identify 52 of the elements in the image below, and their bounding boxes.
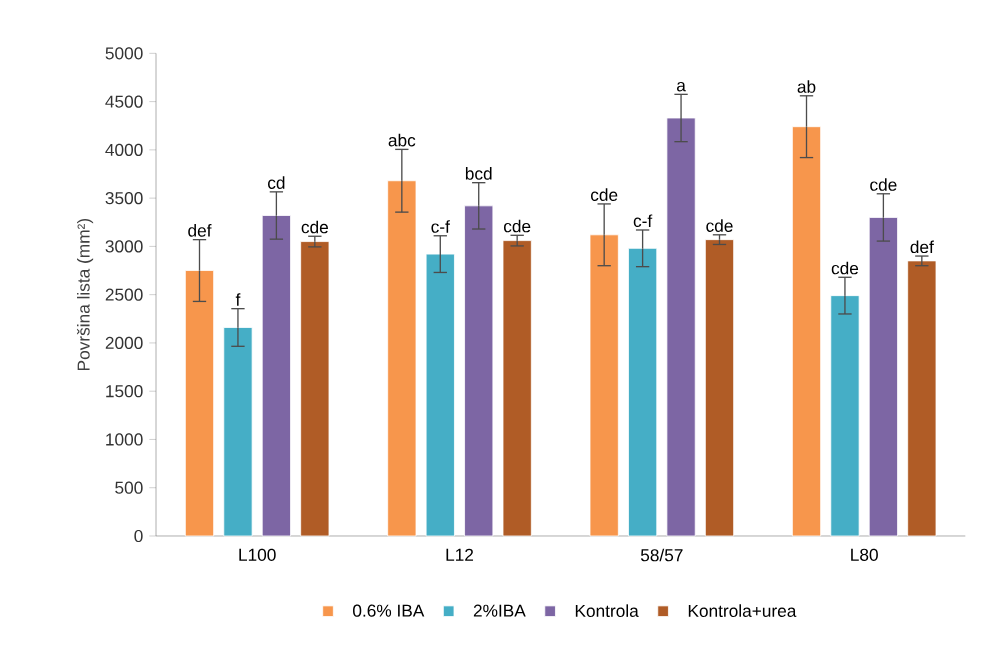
y-tick-label: 2000	[105, 336, 143, 350]
legend-label: 2%IBA	[473, 604, 526, 617]
x-tick-label: L100	[239, 548, 276, 561]
annotation: c-f	[633, 214, 653, 228]
y-tick-label: 4000	[105, 143, 143, 156]
bar	[425, 253, 455, 537]
x-tick-label: L12	[446, 548, 474, 561]
y-tick-label: 1000	[106, 433, 143, 446]
annotation: def	[188, 224, 212, 237]
annotation: cde	[301, 220, 328, 234]
annotation: a	[676, 81, 686, 92]
bar	[223, 327, 253, 537]
y-axis-title: Površina lista (mm²)	[76, 219, 94, 370]
bar	[868, 217, 898, 537]
bar	[502, 240, 532, 537]
annotation: cde	[870, 178, 897, 191]
legend-label: Kontrola	[575, 604, 639, 618]
bar	[464, 205, 494, 537]
bar	[704, 239, 735, 537]
annotation: f	[235, 293, 241, 306]
y-tick-label: 500	[115, 481, 143, 494]
bar	[830, 295, 860, 537]
y-tick-label: 2500	[105, 288, 143, 301]
y-tick-label: 0	[134, 529, 143, 543]
y-tick-label: 3000	[105, 240, 143, 253]
x-tick-label: L80	[851, 548, 878, 561]
bar	[300, 241, 330, 537]
bar	[589, 234, 619, 537]
annotation: cd	[268, 176, 285, 189]
annotation: ab	[797, 80, 816, 93]
y-tick-label: 4500	[105, 95, 143, 108]
annotation: abc	[388, 133, 416, 147]
bar	[666, 117, 696, 537]
legend-label: Kontrola+urea	[688, 604, 797, 618]
annotation: cde	[503, 219, 531, 233]
bar	[261, 215, 291, 537]
y-tick-label: 1500	[106, 385, 143, 398]
bar	[184, 270, 215, 537]
annotation: c-f	[431, 220, 450, 233]
x-tick-label: 58/57	[640, 548, 683, 562]
bar	[628, 247, 658, 537]
bar	[387, 180, 417, 537]
bar	[791, 126, 822, 537]
legend-label: 0.6% IBA	[353, 604, 425, 617]
y-tick-label: 5000	[105, 47, 143, 60]
y-tick-label: 3500	[105, 192, 143, 205]
annotation: def	[910, 240, 934, 254]
annotation: cde	[590, 188, 618, 201]
annotation: cde	[831, 261, 859, 275]
annotation: cde	[706, 219, 733, 232]
bar	[907, 260, 937, 537]
annotation: bcd	[465, 167, 492, 180]
